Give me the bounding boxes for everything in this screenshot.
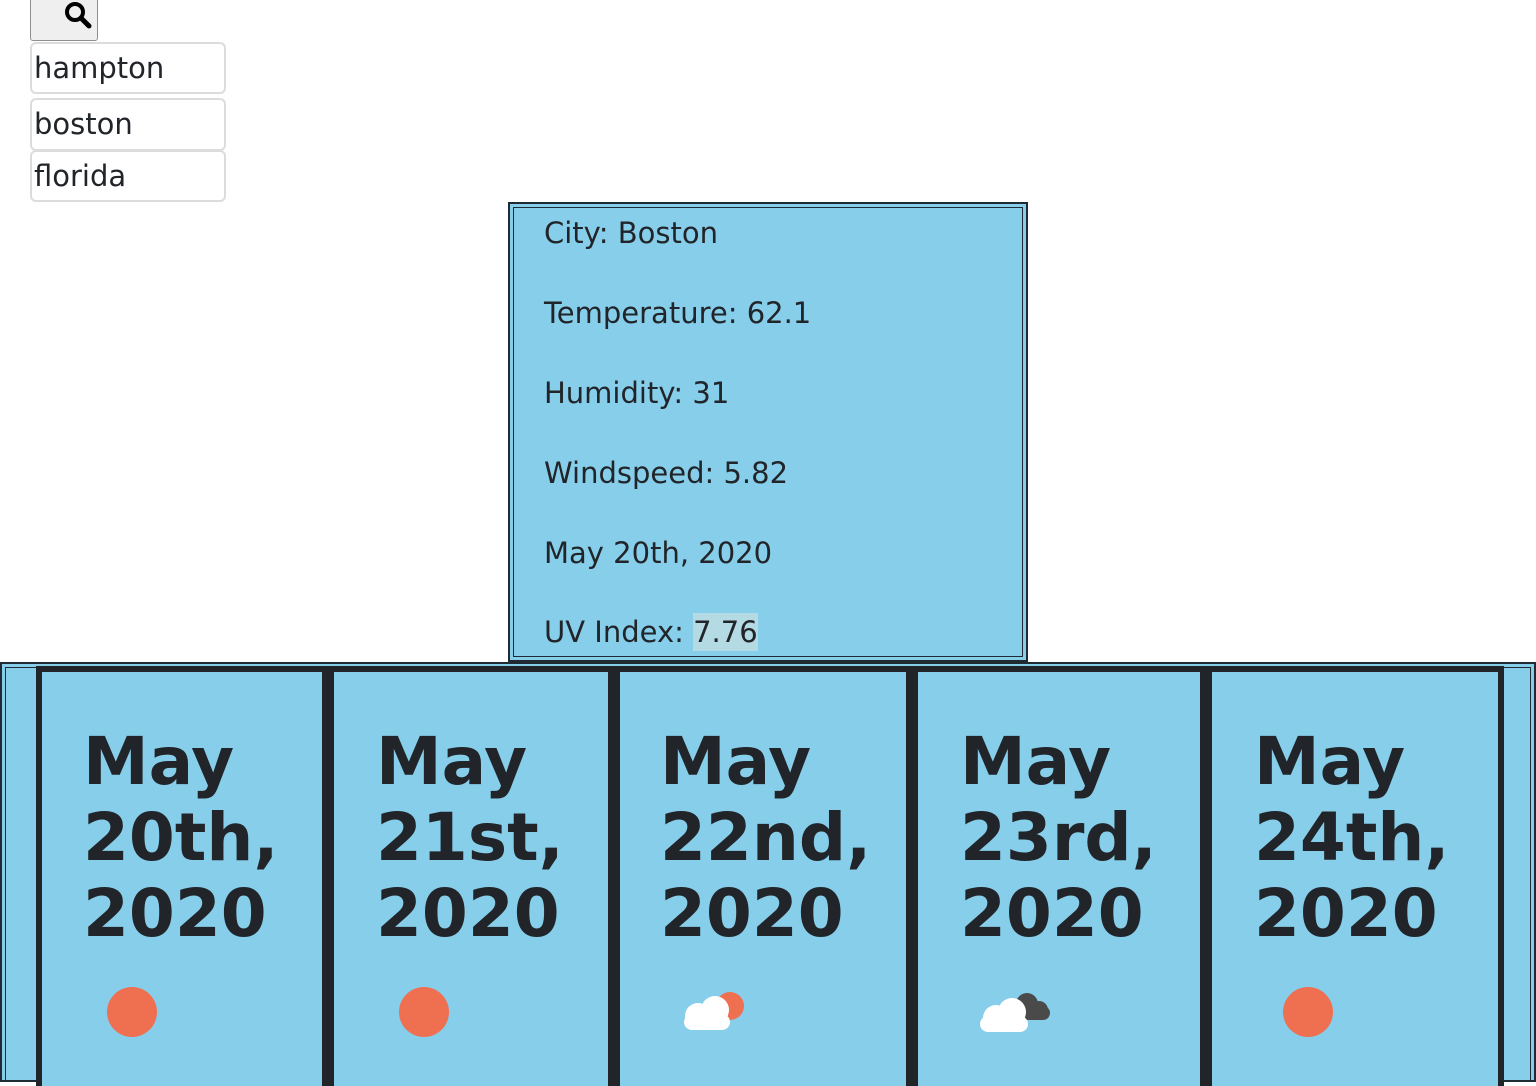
forecast-date-day: 24th, [1254, 799, 1450, 876]
current-weather-panel: City: Boston Temperature: 62.1 Humidity:… [508, 202, 1028, 662]
history-item-boston[interactable]: boston [30, 98, 226, 151]
partly-cloudy-icon [684, 992, 744, 1030]
history-item-florida[interactable]: florida [30, 150, 226, 202]
forecast-date-day: 22nd, [660, 799, 872, 876]
sun-icon [107, 987, 157, 1037]
forecast-date-year: 2020 [1254, 875, 1438, 952]
forecast-card-3: May 22nd, 2020 [614, 666, 912, 1086]
sun-icon [1283, 987, 1333, 1037]
forecast-date-day: 21st, [376, 799, 564, 876]
forecast-date-year: 2020 [83, 875, 267, 952]
forecast-date-month: May [83, 723, 235, 800]
search-button[interactable] [30, 0, 98, 41]
forecast-date-day: 23rd, [960, 799, 1157, 876]
temperature-label: Temperature: 62.1 [544, 296, 812, 330]
forecast-date-year: 2020 [376, 875, 560, 952]
current-date: May 20th, 2020 [544, 536, 773, 570]
history-item-hampton[interactable]: hampton [30, 42, 226, 94]
forecast-card-2: May 21st, 2020 [328, 666, 614, 1086]
humidity-label: Humidity: 31 [544, 376, 730, 410]
forecast-date: May 21st, 2020 [376, 724, 564, 952]
forecast-date: May 20th, 2020 [83, 724, 278, 952]
forecast-date: May 24th, 2020 [1254, 724, 1449, 952]
forecast-card-4: May 23rd, 2020 [912, 666, 1206, 1086]
city-label: City: Boston [544, 216, 718, 250]
forecast-date-year: 2020 [660, 875, 844, 952]
search-icon [65, 2, 92, 29]
forecast-date: May 23rd, 2020 [960, 724, 1157, 952]
sun-icon [399, 987, 449, 1037]
uv-index-row: UV Index: 7.76 [544, 613, 758, 651]
forecast-date-month: May [1254, 723, 1406, 800]
uv-index-label: UV Index: [544, 615, 694, 649]
forecast-date-month: May [960, 723, 1112, 800]
cloudy-icon [980, 993, 1050, 1032]
forecast-card-5: May 24th, 2020 [1206, 666, 1504, 1086]
forecast-date: May 22nd, 2020 [660, 724, 871, 952]
uv-index-value: 7.76 [693, 613, 758, 651]
forecast-date-month: May [376, 723, 528, 800]
windspeed-label: Windspeed: 5.82 [544, 456, 789, 490]
forecast-date-month: May [660, 723, 812, 800]
forecast-date-year: 2020 [960, 875, 1144, 952]
forecast-card-1: May 20th, 2020 [36, 666, 328, 1086]
forecast-date-day: 20th, [83, 799, 279, 876]
